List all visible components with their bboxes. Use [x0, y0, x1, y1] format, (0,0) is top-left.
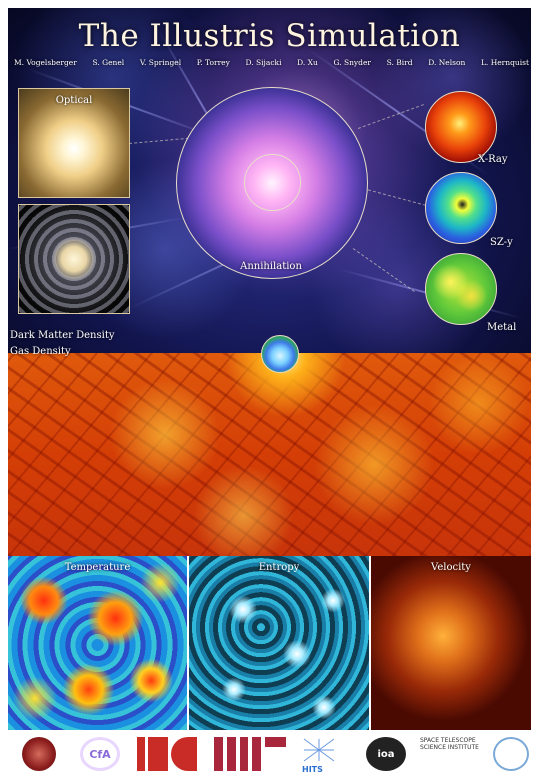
gas-zoom-circle	[261, 335, 299, 373]
itc-logo	[137, 737, 199, 771]
velocity-label: Velocity	[431, 562, 471, 573]
stsci-logo-text: SPACE TELESCOPE SCIENCE INSTITUTE	[420, 737, 479, 751]
author: M. Vogelsberger	[14, 58, 77, 67]
hits-logo: HITS	[302, 737, 352, 774]
dark-matter-label: Dark Matter Density	[10, 330, 115, 341]
velocity-panel: Velocity	[371, 556, 531, 730]
ioa-logo-text: ioa	[377, 748, 395, 760]
cfa-logo: CfA	[80, 737, 120, 771]
author: V. Springel	[139, 58, 182, 67]
annihilation-label: Annihilation	[240, 261, 302, 272]
harvard-seal-logo	[22, 737, 56, 771]
cfa-logo-text: CfA	[89, 747, 111, 761]
logo-strip: CfA HITS ioa SPACE TELESCOPE SCIENCE INS…	[0, 731, 539, 778]
metal-label: Metal	[487, 322, 517, 333]
metal-circle	[425, 253, 497, 325]
author: L. Hernquist	[480, 58, 529, 67]
author: G. Snyder	[333, 58, 371, 67]
mit-logo	[214, 737, 286, 771]
gas-density-map	[8, 353, 531, 556]
author: P. Torrey	[196, 58, 230, 67]
author: D. Xu	[297, 58, 318, 67]
spiral-galaxy-panel	[18, 204, 130, 314]
temperature-label: Temperature	[64, 562, 131, 573]
dark-matter-density-map: The Illustris Simulation M. Vogelsberger…	[8, 8, 531, 353]
poster-title: The Illustris Simulation	[78, 18, 461, 54]
illustris-poster: The Illustris Simulation M. Vogelsberger…	[8, 8, 531, 730]
entropy-panel: Entropy	[189, 556, 369, 730]
sz-circle	[425, 172, 497, 244]
author: S. Genel	[92, 58, 125, 67]
stsci-logo: SPACE TELESCOPE SCIENCE INSTITUTE	[420, 737, 480, 771]
author: D. Nelson	[428, 58, 466, 67]
author: S. Bird	[386, 58, 413, 67]
ioa-logo: ioa	[366, 737, 406, 771]
gas-density-label: Gas Density	[10, 346, 71, 357]
hits-network-icon	[303, 738, 335, 762]
heidelberg-seal-logo	[493, 737, 529, 771]
author-list: M. Vogelsberger S. Genel V. Springel P. …	[14, 58, 529, 67]
temperature-panel: Temperature	[8, 556, 187, 730]
hits-logo-text: HITS	[302, 765, 323, 774]
sz-label: SZ-y	[490, 237, 513, 248]
xray-label: X-Ray	[478, 154, 508, 165]
entropy-label: Entropy	[258, 562, 300, 573]
author: D. Sijacki	[245, 58, 282, 67]
xray-circle	[425, 91, 497, 163]
optical-label: Optical	[55, 95, 93, 106]
halo-zoom-circle	[244, 154, 301, 211]
optical-panel: Optical	[18, 88, 130, 198]
